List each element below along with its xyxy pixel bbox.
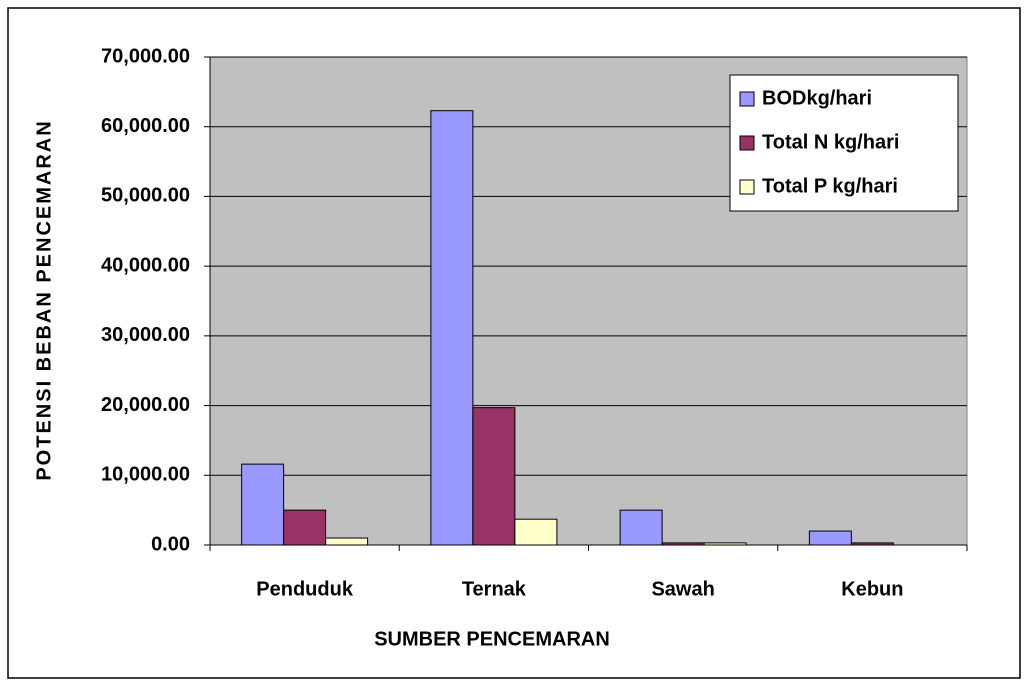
y-tick-label: 30,000.00	[101, 324, 190, 346]
bar	[283, 509, 327, 546]
legend-label: Total N kg/hari	[762, 131, 899, 153]
y-axis-title: POTENSI BEBAN PENCEMARAN	[33, 119, 55, 480]
y-tick-label: 40,000.00	[101, 254, 190, 276]
y-tick-label: 0.00	[151, 533, 190, 555]
bar	[325, 537, 369, 546]
x-tick-label: Kebun	[841, 578, 903, 600]
y-tick-label: 70,000.00	[101, 45, 190, 67]
y-tick-label: 10,000.00	[101, 464, 190, 486]
x-axis-title: SUMBER PENCEMARAN	[374, 628, 610, 650]
legend-swatch	[739, 179, 755, 195]
legend-swatch	[739, 91, 755, 107]
x-tick-label: Penduduk	[256, 578, 354, 600]
bar	[472, 407, 516, 546]
y-tick-label: 50,000.00	[101, 185, 190, 207]
legend-label: Total P kg/hari	[762, 175, 898, 197]
x-tick-label: Sawah	[651, 578, 714, 600]
legend-box	[729, 74, 959, 212]
y-tick-label: 60,000.00	[101, 115, 190, 137]
x-tick-label: Ternak	[462, 578, 527, 600]
bar	[430, 110, 474, 546]
legend-label: BODkg/hari	[762, 87, 872, 109]
bar	[241, 463, 285, 546]
bar	[514, 518, 558, 546]
bar	[619, 509, 663, 546]
legend-swatch	[739, 135, 755, 151]
y-tick-label: 20,000.00	[101, 394, 190, 416]
bar	[808, 530, 852, 546]
